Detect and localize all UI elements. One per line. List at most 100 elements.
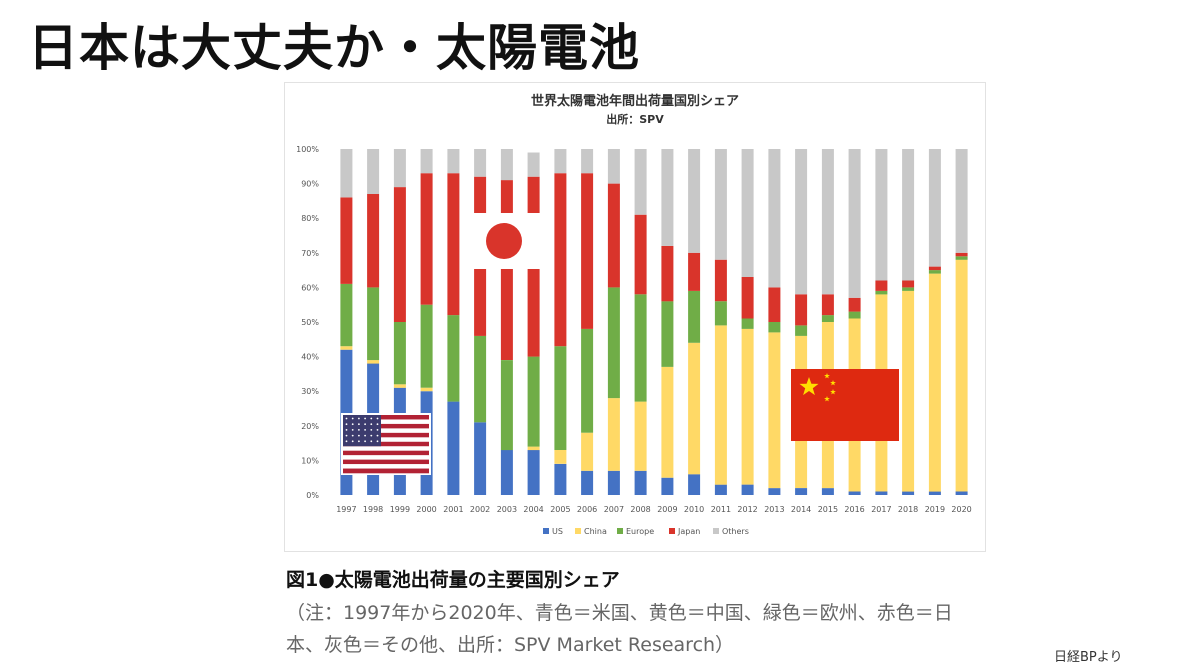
us-flag-star: [345, 429, 348, 431]
x-tick-label: 2010: [684, 505, 704, 514]
y-tick-label: 60%: [301, 283, 319, 292]
x-tick-label: 2009: [657, 505, 677, 514]
x-tick-label: 2007: [604, 505, 624, 514]
bar-segment-others: [420, 149, 433, 174]
x-tick-label: 2014: [791, 505, 811, 514]
x-tick-label: 2018: [898, 505, 918, 514]
bar-segment-others: [714, 149, 727, 260]
china-flag-small-star: [830, 380, 836, 386]
bar-segment-europe: [527, 356, 540, 447]
bar-segment-us: [634, 470, 647, 495]
y-tick-label: 20%: [301, 422, 319, 431]
bar-segment-china: [955, 259, 968, 492]
x-tick-label: 2013: [764, 505, 784, 514]
bar-segment-europe: [768, 322, 781, 333]
bar-segment-china: [714, 325, 727, 485]
bar-segment-japan: [768, 287, 781, 322]
bar-segment-others: [340, 149, 353, 198]
bar-segment-japan: [955, 252, 968, 257]
slide-title: 日本は大丈夫か・太陽電池: [28, 19, 640, 77]
x-tick-label: 2020: [951, 505, 971, 514]
bar-segment-us: [447, 401, 460, 495]
us-flag-star: [370, 440, 373, 443]
bar-segment-others: [875, 149, 888, 281]
x-tick-label: 2016: [844, 505, 864, 514]
bar-segment-china: [367, 360, 380, 364]
bar-segment-europe: [928, 270, 941, 274]
china-flag-icon: [791, 369, 899, 441]
bar-segment-others: [661, 149, 674, 246]
bar-segment-europe: [848, 311, 861, 319]
source-credit: 日経BPより: [1054, 650, 1123, 665]
bar-segment-japan: [500, 180, 513, 360]
us-flag-star: [345, 434, 348, 437]
us-flag-star: [364, 434, 366, 437]
us-flag-stripe: [343, 450, 429, 456]
bar-segment-us: [554, 463, 567, 495]
us-flag-star: [370, 429, 373, 431]
us-flag-stripe: [343, 459, 429, 465]
bar-segment-others: [955, 149, 968, 253]
y-tick-label: 40%: [301, 353, 319, 362]
x-tick-label: 2011: [711, 505, 731, 514]
us-flag-star: [358, 440, 360, 443]
us-flag-star: [376, 429, 379, 431]
us-flag-stripe: [343, 446, 429, 451]
us-flag-star: [358, 434, 360, 437]
x-tick-label: 2015: [818, 505, 838, 514]
legend-swatch-europe: [617, 528, 623, 534]
bar-segment-europe: [875, 290, 888, 295]
figure-caption-note-line1: （注：1997年から2020年、青色＝米国、黄色＝中国、緑色＝欧州、赤色＝日: [286, 602, 953, 624]
x-tick-label: 1998: [363, 505, 383, 514]
chart-figure: 世界太陽電池年間出荷量国別シェア 出所：SPV 0% 10% 20% 30% 40% 50…: [284, 82, 986, 552]
y-tick-label: 0%: [306, 491, 319, 500]
bar-segment-china: [420, 387, 433, 392]
x-tick-label: 2006: [577, 505, 597, 514]
us-flag-stripe: [343, 415, 429, 420]
us-flag-star: [351, 429, 354, 431]
x-tick-label: 2019: [925, 505, 945, 514]
bar-segment-japan: [634, 214, 647, 295]
y-tick-label: 80%: [301, 214, 319, 223]
bar-segment-europe: [955, 256, 968, 260]
us-flag-stripe: [343, 464, 429, 469]
bar-segment-japan: [367, 194, 380, 288]
us-flag-star: [358, 417, 360, 420]
y-tick-label: 50%: [301, 318, 319, 327]
legend-swatch-japan: [669, 528, 675, 534]
legend-swatch-others: [713, 528, 719, 534]
x-tick-label: 2001: [443, 505, 463, 514]
us-flag-stripe: [343, 468, 429, 474]
legend-label-others: Others: [722, 527, 749, 536]
bar-segment-us: [902, 491, 915, 495]
x-tick-label: 2008: [630, 505, 650, 514]
bar-segment-japan: [340, 197, 353, 284]
japan-flag-icon: [468, 213, 552, 269]
legend-label-japan: Japan: [677, 527, 700, 536]
bar-segment-europe: [821, 315, 834, 322]
us-flag-star: [351, 417, 354, 420]
us-flag-star: [370, 434, 373, 437]
x-tick-label: 1999: [390, 505, 410, 514]
bar-segment-china: [581, 432, 594, 471]
bar-segment-china: [527, 446, 540, 451]
y-tick-label: 100%: [296, 145, 319, 154]
y-tick-label: 90%: [301, 180, 319, 189]
bar-segment-europe: [688, 290, 701, 343]
bar-segment-europe: [634, 294, 647, 402]
us-flag-icon: [341, 413, 431, 475]
bar-segment-europe: [367, 287, 380, 361]
bar-segment-china: [768, 332, 781, 489]
bar-segment-others: [393, 149, 406, 188]
bar-segment-europe: [581, 328, 594, 433]
us-flag-stripe: [343, 437, 429, 443]
bar-segment-china: [607, 398, 620, 471]
bar-segment-us: [928, 491, 941, 495]
bar-segment-china: [340, 346, 353, 350]
bar-segment-japan: [928, 266, 941, 271]
chart-subtitle: 出所：SPV: [606, 112, 664, 126]
bar-segment-europe: [741, 318, 754, 329]
x-tick-label: 2017: [871, 505, 891, 514]
bar-segment-others: [581, 149, 594, 174]
bar-segment-others: [447, 149, 460, 174]
